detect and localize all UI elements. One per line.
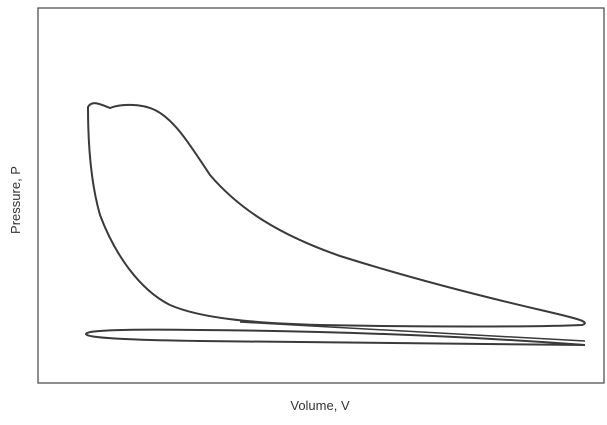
y-axis-label: Pressure, P [8, 166, 23, 234]
diagram: Volume, V Pressure, P [0, 0, 607, 420]
page: Volume, V Pressure, P (() => { const dat… [0, 0, 607, 420]
pv-loop-high [88, 103, 585, 326]
x-axis-label: Volume, V [290, 398, 350, 413]
